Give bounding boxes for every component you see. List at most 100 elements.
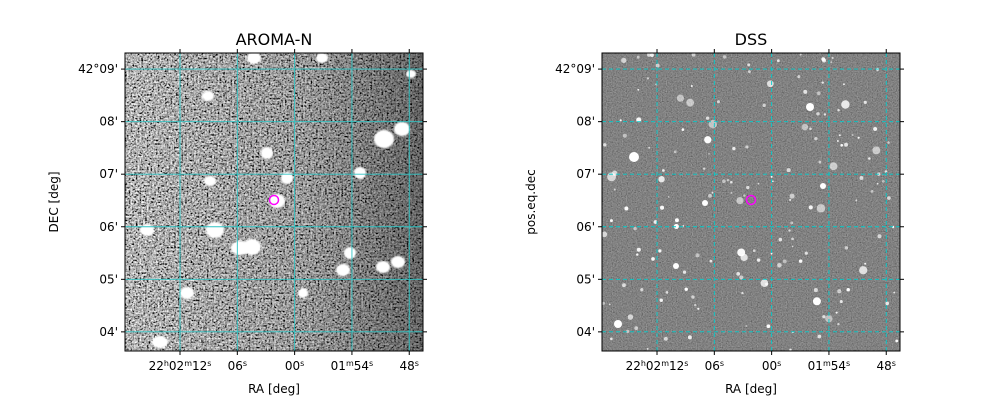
star [872, 146, 881, 155]
star [625, 329, 630, 334]
star [873, 126, 878, 131]
star [762, 103, 766, 108]
star [825, 314, 833, 323]
source-blob [394, 122, 410, 136]
star [760, 279, 769, 287]
star [648, 146, 651, 149]
star [837, 322, 840, 326]
star [782, 259, 787, 264]
star [823, 113, 827, 116]
image-panel [125, 53, 423, 351]
star [636, 55, 640, 59]
star [863, 100, 867, 104]
star [667, 195, 670, 198]
star [887, 196, 891, 200]
star [730, 180, 733, 184]
y-tick-label: 04' [576, 325, 595, 339]
star [673, 263, 679, 269]
source-blob [406, 70, 416, 78]
star [766, 80, 774, 88]
source-blob [204, 176, 216, 186]
star [640, 287, 644, 292]
source-blob [316, 53, 328, 63]
star [702, 167, 706, 170]
source-blob [391, 256, 405, 268]
x-tick-label: 48s [877, 359, 896, 374]
star [821, 81, 824, 84]
star [776, 59, 780, 63]
x-tick-label: 48s [400, 359, 419, 374]
star [766, 324, 771, 329]
y-tick-label: 08' [99, 115, 118, 129]
star [859, 175, 864, 180]
star [797, 75, 801, 79]
star [655, 63, 660, 68]
star [881, 179, 885, 183]
x-tick-label: 01m54s [808, 359, 851, 374]
star [837, 109, 840, 112]
star [841, 100, 850, 109]
star [629, 152, 639, 162]
source-blob [261, 147, 273, 159]
star [709, 259, 713, 263]
star [694, 303, 697, 307]
star [842, 83, 845, 86]
star [637, 88, 640, 91]
star [732, 146, 736, 151]
star [859, 266, 868, 275]
star [814, 136, 818, 141]
star [887, 141, 890, 144]
x-tick-label: 00s [762, 359, 781, 374]
star [868, 157, 871, 160]
star [717, 100, 720, 104]
star [722, 55, 727, 59]
star [806, 103, 814, 111]
star [634, 326, 639, 331]
star [809, 127, 812, 131]
y-axis-label: pos.eq.dec [524, 169, 538, 234]
star [695, 253, 700, 258]
y-tick-label: 42°09' [555, 62, 595, 76]
source-blob [206, 222, 224, 238]
star [876, 182, 879, 185]
star [816, 91, 821, 96]
star [651, 257, 655, 261]
y-tick-label: 08' [576, 115, 595, 129]
star [757, 182, 760, 185]
star [682, 270, 687, 274]
star [803, 89, 808, 94]
star [756, 258, 761, 262]
star [730, 191, 733, 194]
image-background [602, 53, 900, 351]
star [801, 123, 809, 131]
star [622, 283, 626, 288]
x-tick-label: 06s [705, 359, 724, 374]
source-blob [336, 264, 350, 276]
source-blob [180, 287, 194, 299]
star [864, 262, 867, 265]
star [658, 176, 665, 183]
star [711, 191, 714, 194]
star [870, 189, 874, 193]
x-tick-label: 06s [228, 359, 247, 374]
star [722, 179, 726, 184]
star [752, 249, 756, 253]
source-blob [298, 288, 308, 298]
y-tick-label: 06' [576, 220, 595, 234]
star [818, 160, 822, 164]
target-marker [268, 194, 280, 206]
star [673, 223, 679, 229]
star [736, 196, 744, 205]
star [747, 63, 751, 67]
panel-title: DSS [735, 30, 768, 49]
star [619, 119, 622, 122]
star [704, 136, 712, 144]
star [646, 53, 652, 57]
star [822, 315, 826, 319]
star [684, 287, 688, 291]
y-tick-label: 05' [576, 272, 595, 286]
star [777, 262, 782, 268]
x-axis-label: RA [deg] [248, 382, 300, 396]
star [653, 220, 658, 224]
star [697, 307, 700, 310]
